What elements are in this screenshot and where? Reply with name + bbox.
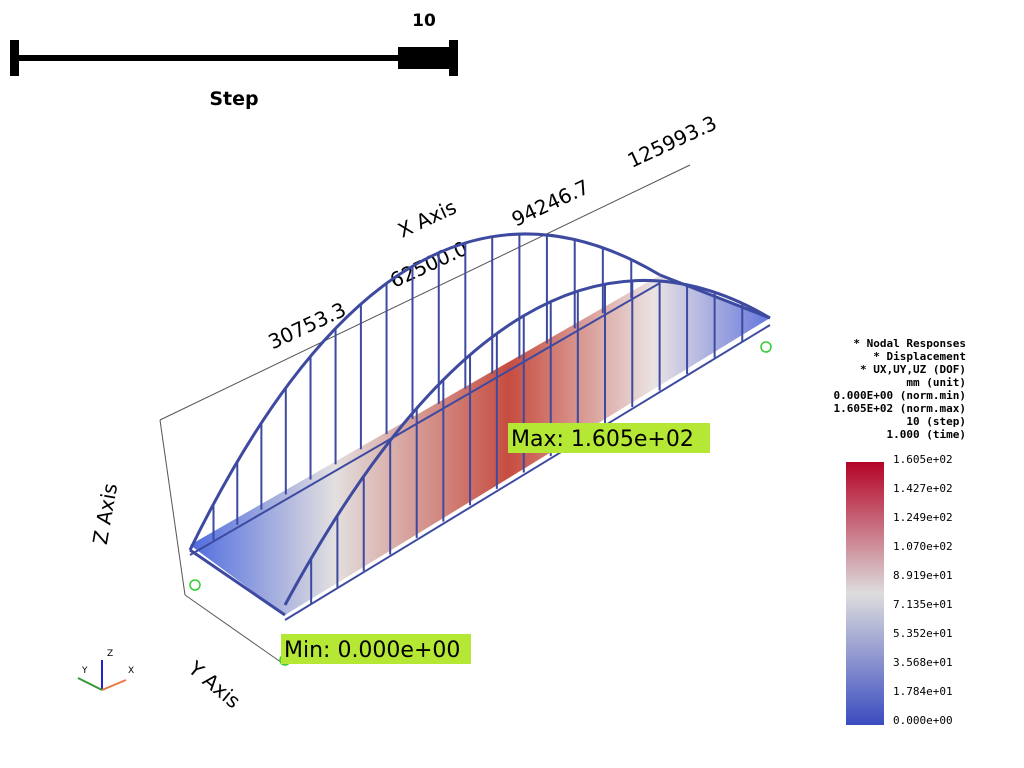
x-tick-label: 125993.3 bbox=[624, 111, 721, 173]
colorbar-label: 1.070e+02 bbox=[893, 540, 953, 553]
info-line: * Displacement bbox=[873, 350, 966, 363]
colorbar-label: 1.605e+02 bbox=[893, 453, 953, 466]
colorbar-label: 3.568e+01 bbox=[893, 656, 953, 669]
x-tick-label: 94246.7 bbox=[508, 175, 593, 232]
deck bbox=[190, 275, 770, 615]
info-line: 10 (step) bbox=[906, 415, 966, 428]
y-axis-title: Y Axis bbox=[183, 655, 245, 713]
colorbar-label: 8.919e+01 bbox=[893, 569, 953, 582]
slider-value: 10 bbox=[412, 11, 436, 31]
colorbar-label: 7.135e+01 bbox=[893, 598, 953, 611]
axes-box bbox=[159, 164, 691, 666]
max-label-bg bbox=[508, 423, 710, 453]
orientation-z: Z bbox=[107, 649, 113, 659]
orientation-x: X bbox=[128, 666, 134, 676]
max-label: Max: 1.605e+02 bbox=[511, 427, 694, 452]
colorbar bbox=[846, 462, 884, 725]
info-line: 1.000 (time) bbox=[887, 428, 966, 441]
step-slider[interactable] bbox=[10, 40, 458, 76]
info-line: * Nodal Responses bbox=[853, 337, 966, 350]
slider-handle[interactable] bbox=[398, 47, 454, 69]
info-line: * UX,UY,UZ (DOF) bbox=[860, 363, 966, 376]
info-line: 0.000E+00 (norm.min) bbox=[834, 389, 966, 402]
z-axis-title: Z Axis bbox=[88, 481, 122, 546]
info-line: 1.605E+02 (norm.max) bbox=[834, 402, 966, 415]
colorbar-label: 5.352e+01 bbox=[893, 627, 953, 640]
orientation-y: Y bbox=[81, 666, 88, 676]
orientation-widget bbox=[77, 660, 127, 691]
min-label-bg bbox=[281, 634, 471, 664]
min-label: Min: 0.000e+00 bbox=[284, 638, 460, 663]
x-axis-title: X Axis bbox=[394, 195, 460, 243]
bridge-frame bbox=[188, 232, 771, 621]
colorbar-label: 1.249e+02 bbox=[893, 511, 953, 524]
colorbar-label: 0.000e+00 bbox=[893, 714, 953, 727]
slider-title: Step bbox=[209, 88, 258, 110]
colorbar-label: 1.784e+01 bbox=[893, 685, 953, 698]
info-line: mm (unit) bbox=[906, 376, 966, 389]
colorbar-label: 1.427e+02 bbox=[893, 482, 953, 495]
